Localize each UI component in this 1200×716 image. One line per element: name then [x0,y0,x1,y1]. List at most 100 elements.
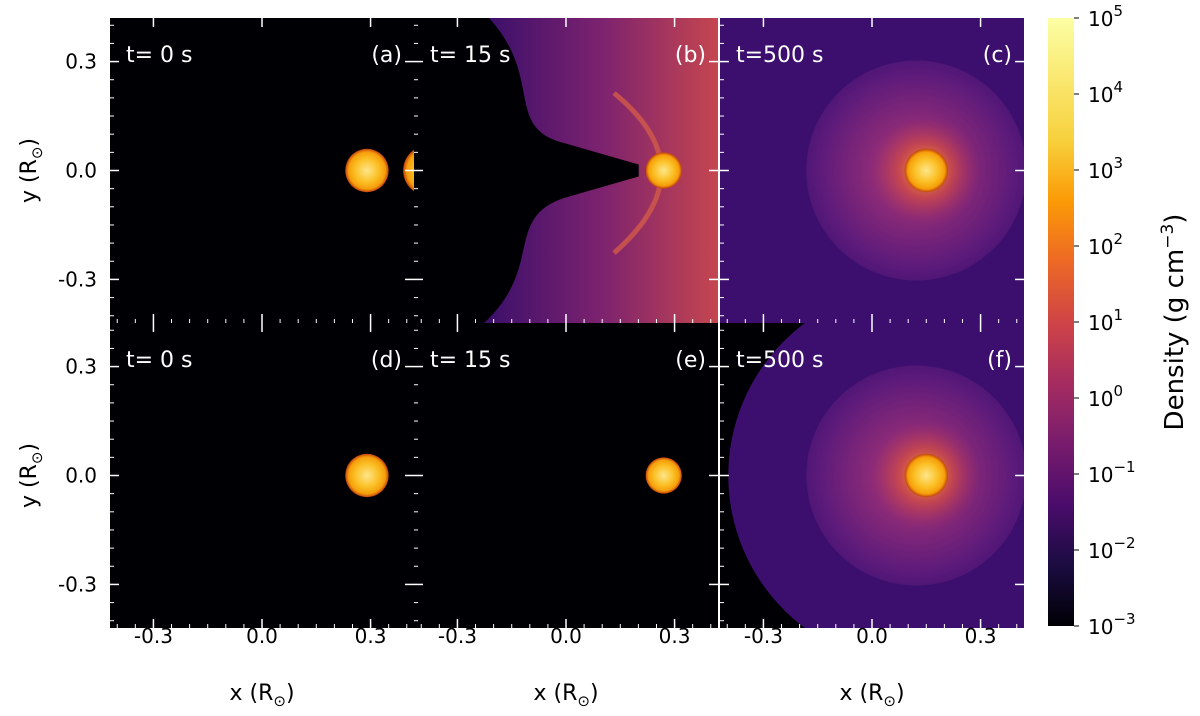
panel-content [645,457,682,494]
colorbar-tick-label: 102 [1088,230,1123,259]
panel-letter-label: (f) [987,348,1012,373]
panel-letter-label: (e) [675,348,706,373]
panel-d: t= 0 s (d) [110,323,414,628]
panel-time-label: t= 0 s [126,43,193,68]
x-tick-label: 0.0 [856,624,888,648]
panel-content [484,18,718,323]
colorbar-tick-exp: 1 [1113,306,1123,324]
panel-b: t= 15 s (b) [414,18,718,323]
y-axis-title-sub: ⊙ [28,452,46,465]
panel-time-label: t= 15 s [430,348,511,373]
panel-time-label: t= 0 s [126,348,193,373]
colorbar-tick-base: 10 [1088,159,1113,183]
colorbar-unit-open: ( [1160,313,1190,323]
star-0 [904,148,948,193]
x-axis-title-close: ) [896,681,905,706]
star-0 [645,457,682,494]
y-tick-label: 0.3 [65,355,97,379]
x-tick-label: 0.3 [965,624,997,648]
x-axis-title-sub: ⊙ [273,692,286,710]
colorbar-tick-exp: 4 [1113,78,1123,96]
colorbar-tick-exp: 3 [1113,154,1123,172]
colorbar-tick-label: 104 [1088,78,1123,107]
panel-content [345,148,414,193]
axes: -0.3 -0.3 -0.3 0.0 0.0 0.0 0.3 0.3 0.3 0.3 0.3 0.0 0… [17,50,996,710]
colorbar-tick-exp: −2 [1113,534,1135,552]
colorbar-tick-base: 10 [1088,615,1113,639]
colorbar-tick-exp: 5 [1113,2,1123,20]
x-tick-label: -0.3 [134,624,173,648]
colorbar-tick-label: 105 [1088,2,1123,31]
colorbar-unit-exp: −3 [1158,224,1178,249]
x-tick-label: -0.3 [438,624,477,648]
colorbar-tick-base: 10 [1088,539,1113,563]
x-axis-title: x (R⊙) [839,681,904,710]
colorbar-tick-label: 101 [1088,306,1123,335]
panel-time-label: t=500 s [736,43,824,68]
x-axis-title-close: ) [286,681,295,706]
x-axis-title: x (R⊙) [533,681,598,710]
x-tick-label: 0.0 [550,624,582,648]
x-axis-title-var: x (R [229,681,273,706]
colorbar-title-text: Density [1160,332,1190,431]
colorbar-unit-base: g cm [1160,249,1190,313]
panels: t= 0 s (a) t= 15 s (b) t=500 s (c)t= 0 s (d) t=… [110,18,1024,628]
panel-content [345,453,389,498]
y-axis-title: y (R⊙) [17,138,46,203]
colorbar-gradient [1048,18,1074,626]
x-tick-label: 0.3 [659,624,691,648]
y-axis-title-close: ) [17,138,42,147]
panel-time-label: t=500 s [736,348,824,373]
colorbar-tick-label: 100 [1088,382,1123,411]
y-axis-title-close: ) [17,443,42,452]
panel-content [720,18,1024,323]
colorbar-tick-base: 10 [1088,311,1113,335]
y-axis-title-var: y (R [17,159,42,203]
x-axis-title-close: ) [590,681,599,706]
star-0 [645,152,682,189]
x-tick-label: -0.3 [744,624,783,648]
star-0 [345,148,389,193]
x-axis-title-var: x (R [533,681,577,706]
x-axis-title-sub: ⊙ [577,692,590,710]
star-0 [345,453,389,498]
colorbar-unit-close: ) [1160,214,1190,224]
star-0 [904,453,948,498]
colorbar-tick-exp: −1 [1113,458,1135,476]
panel-letter-label: (c) [983,43,1012,68]
panel-letter-label: (d) [371,348,402,373]
colorbar-tick-base: 10 [1088,235,1113,259]
y-tick-label: -0.3 [58,267,97,291]
colorbar-tick-label: 103 [1088,154,1123,183]
y-axis-title: y (R⊙) [17,443,46,508]
y-axis-title-sub: ⊙ [28,147,46,160]
colorbar-tick-label: 10−3 [1088,610,1136,639]
colorbar-tick-base: 10 [1088,7,1113,31]
y-tick-label: 0.0 [65,159,97,183]
x-axis-title: x (R⊙) [229,681,294,710]
y-tick-label: 0.3 [65,50,97,74]
ejecta-wind [484,18,718,323]
x-axis-title-sub: ⊙ [883,692,896,710]
panel-a: t= 0 s (a) [110,18,414,323]
panel-e: t= 15 s (e) [414,323,718,628]
colorbar-tick-base: 10 [1088,463,1113,487]
x-tick-label: 0.0 [246,624,278,648]
colorbar-tick-label: 10−1 [1088,458,1136,487]
x-tick-label: 0.3 [355,624,387,648]
colorbar-title: Density (g cm−3) [1158,214,1190,431]
colorbar-tick-exp: 2 [1113,230,1123,248]
y-tick-label: -0.3 [58,572,97,596]
panel-letter-label: (a) [371,43,402,68]
panel-c: t=500 s (c) [720,18,1024,323]
x-axis-title-var: x (R [839,681,883,706]
y-axis-title-var: y (R [17,464,42,508]
panel-time-label: t= 15 s [430,43,511,68]
colorbar-tick-exp: −3 [1113,610,1135,628]
colorbar-tick-base: 10 [1088,387,1113,411]
panel-f: t=500 s (f) [720,323,1024,628]
colorbar-tick-base: 10 [1088,83,1113,107]
